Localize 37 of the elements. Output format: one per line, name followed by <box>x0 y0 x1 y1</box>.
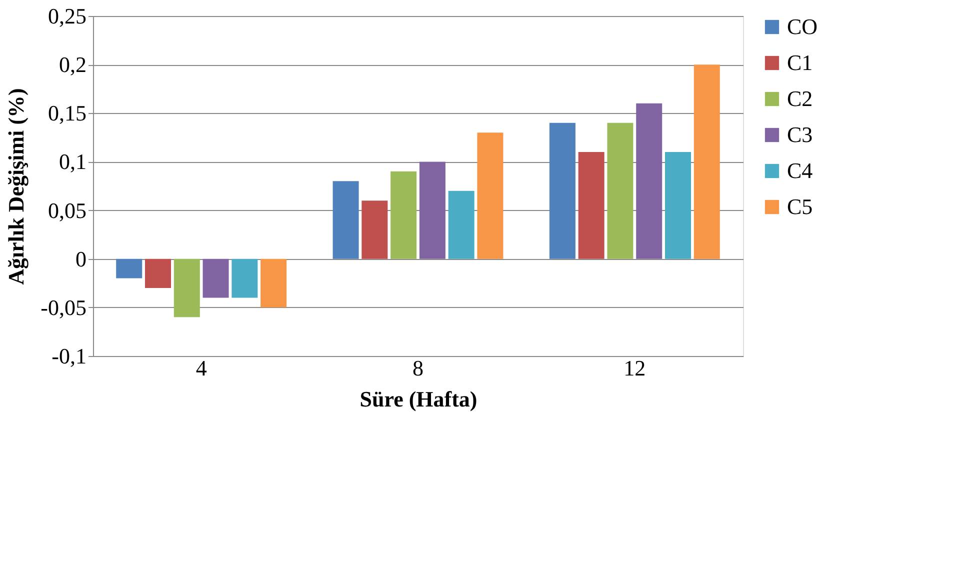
bar <box>448 190 474 259</box>
y-tick-label: 0,25 <box>48 4 86 28</box>
bar <box>419 162 446 259</box>
x-tick-label: 12 <box>624 356 646 380</box>
bar <box>665 152 691 259</box>
bar <box>390 171 417 259</box>
bar <box>202 258 229 298</box>
y-tick-label: 0,05 <box>48 198 86 223</box>
y-tick-label: -0,05 <box>40 294 86 320</box>
y-tick-label: 0,2 <box>59 52 86 78</box>
bar <box>362 200 388 259</box>
x-tick-label: 8 <box>412 356 424 380</box>
y-tick-label: 0 <box>76 246 86 272</box>
y-tick-label: 0,15 <box>48 100 86 126</box>
legend-label: C2 <box>787 86 813 111</box>
x-tick-label: 4 <box>196 356 207 380</box>
legend-label: C5 <box>787 194 813 219</box>
y-tick-label: -0,1 <box>52 344 86 368</box>
bar <box>145 258 171 288</box>
bar <box>174 258 200 318</box>
legend-label: CO <box>787 14 818 39</box>
x-axis-title: Süre (Hafta) <box>360 386 478 412</box>
legend-label: C4 <box>787 158 813 183</box>
bar <box>578 152 604 259</box>
bar <box>232 258 258 298</box>
bar <box>636 103 662 259</box>
bar <box>260 258 287 308</box>
y-axis-title: Ağırlık Değişimi (%) <box>4 88 29 285</box>
y-tick-label: 0,1 <box>59 149 86 174</box>
bar <box>694 64 720 259</box>
bar <box>477 132 504 259</box>
bar <box>549 122 576 259</box>
bar <box>607 122 634 259</box>
bar <box>332 181 359 259</box>
legend-label: C1 <box>787 50 813 75</box>
legend-label: C3 <box>787 122 813 147</box>
bar <box>116 258 142 278</box>
